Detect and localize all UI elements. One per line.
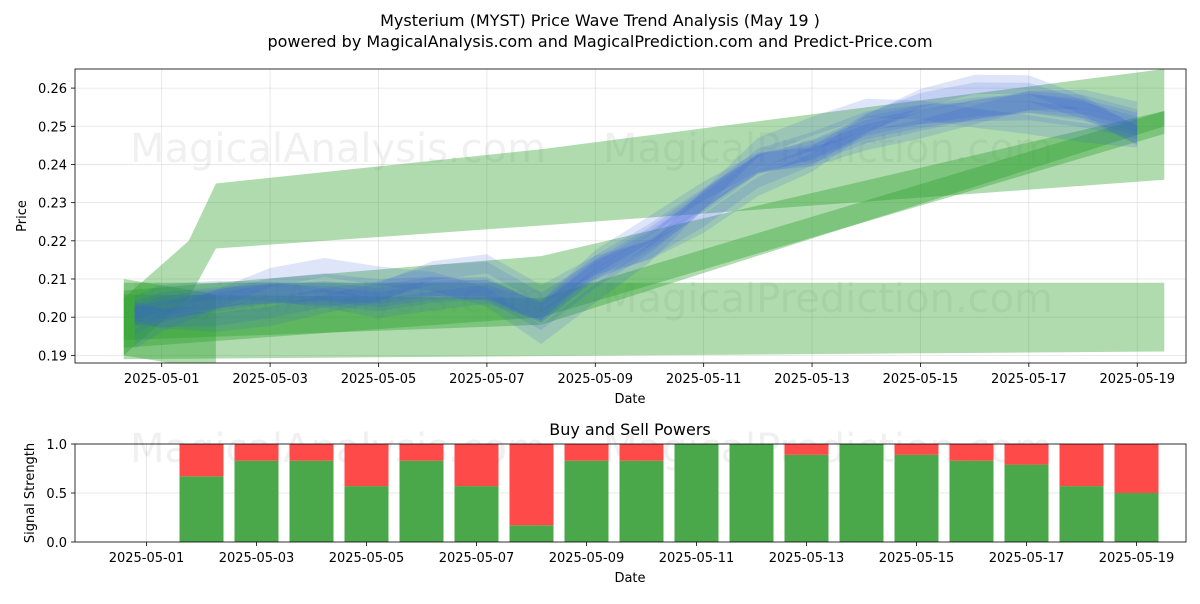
signal-y-tick-label: 0.5	[46, 487, 67, 502]
signal-x-tick-label: 2025-05-13	[769, 551, 845, 566]
sell-bar	[179, 444, 224, 477]
signal-y-tick-label: 0.0	[46, 536, 67, 551]
buy-bar	[839, 444, 884, 542]
price-x-tick-label: 2025-05-01	[124, 372, 200, 387]
price-y-tick-label: 0.24	[38, 158, 67, 173]
price-plot-frame	[74, 68, 1187, 364]
buy-bar	[784, 454, 829, 542]
buy-bar	[399, 460, 444, 542]
sell-bar	[454, 444, 499, 487]
sell-bar	[619, 444, 664, 461]
sell-bar	[564, 444, 609, 461]
blue-wave-band	[134, 98, 1138, 349]
sell-bar	[289, 444, 334, 461]
buy-bar	[1004, 464, 1049, 542]
green-trend-band-trend-e	[123, 279, 216, 363]
signal-x-axis-label: Date	[614, 571, 645, 586]
sell-bar	[399, 444, 444, 461]
buy-bar	[729, 444, 774, 542]
signal-y-tick-label: 1.0	[46, 438, 67, 453]
sell-bar	[1114, 444, 1159, 493]
price-x-tick-label: 2025-05-17	[991, 372, 1067, 387]
price-panel: MagicalAnalysis.com MagicalPrediction.co…	[15, 68, 1187, 407]
buy-bar	[1059, 486, 1104, 542]
watermark-top-left: MagicalAnalysis.com	[130, 126, 546, 172]
buy-bar	[1114, 493, 1159, 542]
buy-bar	[674, 444, 719, 542]
green-trend-band-trend-b	[123, 282, 1165, 360]
price-y-tick-label: 0.20	[38, 311, 67, 326]
chart-subtitle: powered by MagicalAnalysis.com and Magic…	[267, 32, 932, 51]
price-y-tick-label: 0.26	[38, 82, 67, 97]
watermark-mid-left: MagicalAnalysis.com	[130, 276, 546, 322]
sell-bar	[949, 444, 994, 461]
price-y-tick-label: 0.25	[38, 120, 67, 135]
signal-x-tick-label: 2025-05-07	[439, 551, 515, 566]
price-x-tick-label: 2025-05-11	[666, 372, 742, 387]
signal-x-tick-label: 2025-05-11	[659, 551, 735, 566]
buy-bar	[179, 476, 224, 542]
price-x-tick-label: 2025-05-05	[341, 372, 417, 387]
blue-wave-band	[134, 89, 1138, 321]
sell-bar	[1004, 444, 1049, 465]
green-trend-band-trend-a	[123, 69, 1165, 356]
buy-bar	[564, 460, 609, 542]
sell-bar	[894, 444, 939, 455]
signal-panel: Buy and Sell Powers MagicalAnalysis.com …	[23, 420, 1187, 586]
buy-bar	[234, 460, 279, 542]
buy-bar	[454, 486, 499, 542]
green-trend-band-trend-d	[123, 111, 1165, 341]
signal-x-tick-label: 2025-05-05	[329, 551, 405, 566]
price-x-tick-label: 2025-05-15	[883, 372, 959, 387]
buy-bar	[949, 460, 994, 542]
chart-title: Mysterium (MYST) Price Wave Trend Analys…	[380, 11, 820, 30]
buy-bar	[509, 525, 554, 542]
signal-x-tick-label: 2025-05-15	[879, 551, 955, 566]
green-trend-band-trend-c	[123, 111, 1165, 348]
sell-bar	[784, 444, 829, 455]
price-y-tick-label: 0.21	[38, 273, 67, 288]
sell-bar	[509, 444, 554, 526]
buy-bar	[289, 460, 334, 542]
price-x-tick-label: 2025-05-19	[1099, 372, 1175, 387]
price-x-tick-label: 2025-05-07	[449, 372, 525, 387]
blue-wave-band	[134, 93, 1138, 325]
price-x-tick-label: 2025-05-03	[232, 372, 308, 387]
watermark-top-right: MagicalPrediction.com	[603, 126, 1053, 172]
price-y-tick-label: 0.23	[38, 197, 67, 212]
price-y-axis-label: Price	[15, 200, 30, 232]
sell-bar	[344, 444, 389, 487]
signal-x-tick-label: 2025-05-17	[989, 551, 1065, 566]
price-x-axis-label: Date	[614, 392, 645, 407]
buy-bar	[619, 460, 664, 542]
price-x-tick-label: 2025-05-09	[557, 372, 633, 387]
signal-x-tick-label: 2025-05-09	[549, 551, 625, 566]
price-x-tick-label: 2025-05-13	[774, 372, 850, 387]
sell-bar	[1059, 444, 1104, 487]
buy-bar	[894, 454, 939, 542]
signal-x-tick-label: 2025-05-19	[1099, 551, 1175, 566]
price-y-tick-label: 0.22	[38, 235, 67, 250]
signal-title: Buy and Sell Powers	[549, 420, 711, 439]
signal-x-tick-label: 2025-05-03	[219, 551, 295, 566]
signal-x-tick-label: 2025-05-01	[109, 551, 185, 566]
price-y-tick-label: 0.19	[38, 349, 67, 364]
blue-wave-band	[134, 93, 1138, 327]
buy-bar	[344, 486, 389, 542]
watermark-mid-right: MagicalPrediction.com	[603, 276, 1053, 322]
sell-bar	[234, 444, 279, 461]
blue-wave-band	[134, 91, 1138, 321]
signal-y-axis-label: Signal Strength	[23, 443, 38, 543]
